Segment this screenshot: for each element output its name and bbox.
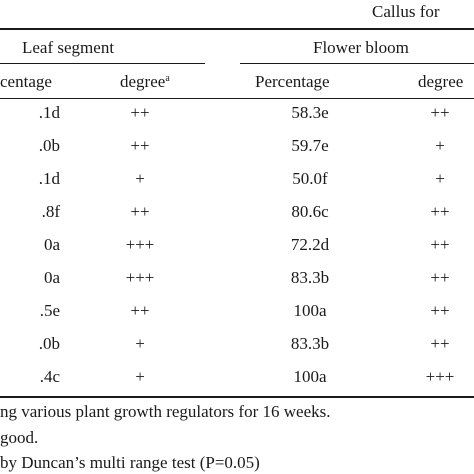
leaf-percentage-cell: .0b: [38, 334, 60, 353]
leaf-percentage-cell: .8f: [41, 202, 60, 221]
flower-degree-cell: ++: [430, 202, 450, 221]
leaf-percentage-cell: .1d: [38, 169, 60, 188]
leaf-degree-cell: ++: [130, 202, 150, 221]
flower-degree-cell: ++: [430, 103, 450, 122]
flower-percentage-cell: 50.0f: [292, 169, 328, 188]
leaf-segment-header: Leaf segment: [22, 38, 115, 57]
leaf-percentage-cell: .5e: [39, 301, 60, 320]
leaf-percentage-cell: .1d: [38, 103, 60, 122]
flower-degree-cell: +++: [425, 367, 455, 386]
leaf-degree-cell: +: [135, 169, 145, 188]
flower-group-rule: [240, 63, 474, 64]
flower-bloom-header: Flower bloom: [313, 38, 409, 57]
flower-percentage-header: Percentage: [255, 72, 330, 91]
flower-percentage-cell: 83.3b: [290, 268, 330, 287]
flower-degree-cell: ++: [430, 235, 450, 254]
leaf-percentage-cell: .0b: [38, 136, 60, 155]
flower-degree-cell: +: [435, 136, 445, 155]
flower-degree-cell: +: [435, 169, 445, 188]
leaf-degree-cell: +: [135, 334, 145, 353]
flower-percentage-cell: 72.2d: [290, 235, 330, 254]
header-rule: [0, 98, 474, 99]
flower-degree-header: degree: [418, 72, 464, 91]
flower-percentage-cell: 58.3e: [291, 103, 329, 122]
flower-degree-cell: ++: [430, 301, 450, 320]
flower-degree-cell: ++: [430, 334, 450, 353]
leaf-degree-cell: ++: [130, 136, 150, 155]
leaf-percentage-cell: 0a: [43, 268, 60, 287]
leaf-percentage-cell: .4c: [39, 367, 60, 386]
top-rule: [0, 28, 474, 30]
flower-percentage-cell: 83.3b: [290, 334, 330, 353]
leaf-degree-cell: +: [135, 367, 145, 386]
flower-degree-cell: ++: [430, 268, 450, 287]
leaf-degree-cell: +++: [125, 235, 155, 254]
leaf-percentage-header: centage: [0, 72, 52, 91]
bottom-rule: [0, 396, 474, 398]
leaf-group-rule: [0, 63, 205, 64]
leaf-degree-footnote-mark: a: [165, 73, 170, 84]
flower-percentage-cell: 100a: [293, 367, 327, 386]
footnote-2: good.: [0, 428, 39, 447]
leaf-degree-cell: ++: [130, 103, 150, 122]
flower-percentage-cell: 59.7e: [291, 136, 329, 155]
flower-percentage-cell: 80.6c: [291, 202, 329, 221]
leaf-degree-cell: +++: [125, 268, 155, 287]
footnote-1: ng various plant growth regulators for 1…: [0, 402, 331, 421]
table-title: Callus for: [372, 2, 440, 21]
leaf-degree-header: degreea: [120, 72, 170, 91]
footnote-3: by Duncan’s multi range test (P=0.05): [0, 453, 260, 472]
leaf-degree-cell: ++: [130, 301, 150, 320]
leaf-percentage-cell: 0a: [43, 235, 60, 254]
flower-percentage-cell: 100a: [293, 301, 327, 320]
